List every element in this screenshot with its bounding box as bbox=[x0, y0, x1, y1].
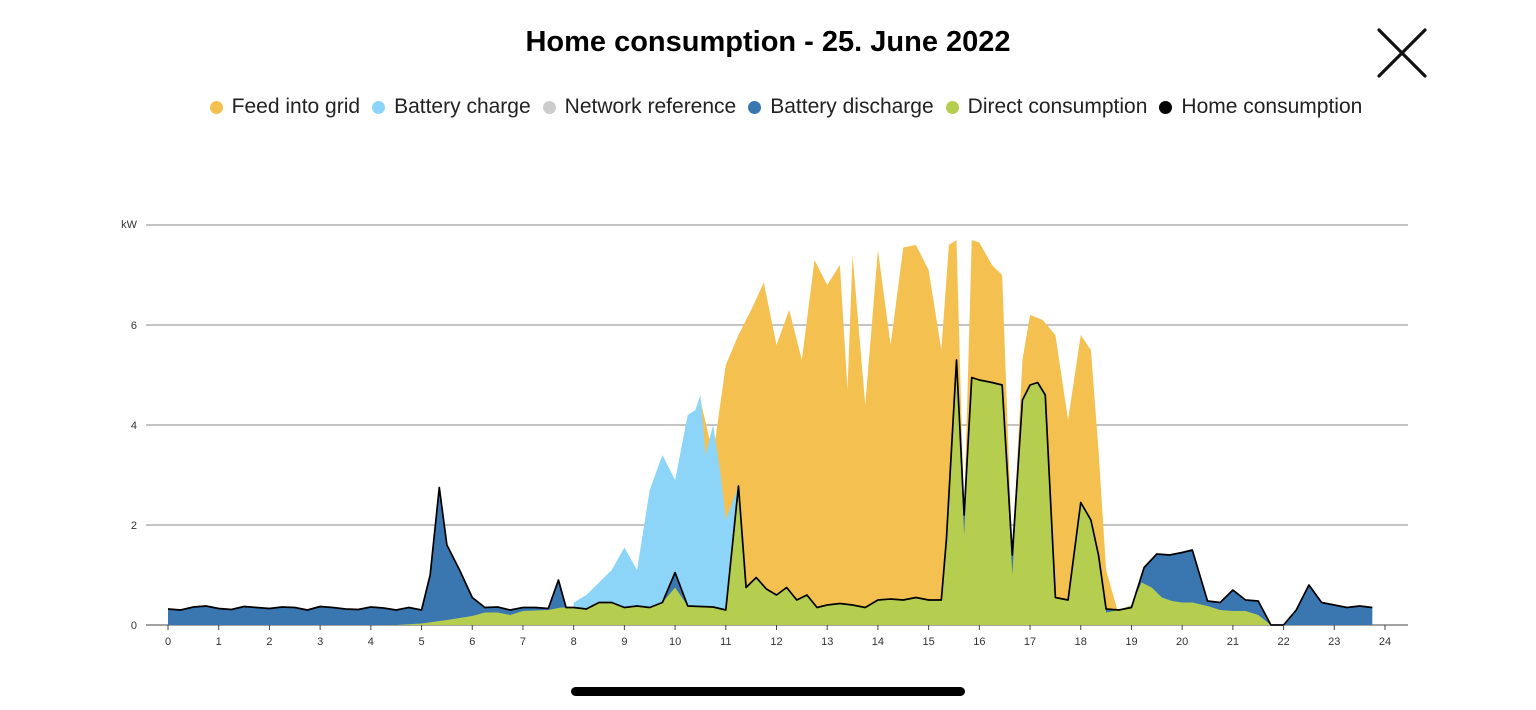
x-tick-label: 17 bbox=[1024, 636, 1036, 648]
legend-label: Battery charge bbox=[394, 95, 531, 118]
legend-item-feed-into-grid[interactable]: Feed into grid bbox=[209, 95, 361, 119]
x-tick-label: 2 bbox=[266, 636, 272, 648]
legend-label: Feed into grid bbox=[231, 95, 361, 118]
x-tick-label: 18 bbox=[1075, 636, 1087, 648]
x-tick-label: 12 bbox=[770, 636, 782, 648]
x-tick-label: 8 bbox=[571, 636, 577, 648]
x-tick-label: 16 bbox=[973, 636, 985, 648]
x-tick-label: 13 bbox=[821, 636, 833, 648]
x-tick-label: 7 bbox=[520, 636, 526, 648]
legend-swatch bbox=[748, 100, 762, 114]
home-indicator bbox=[571, 687, 965, 696]
feed-into-grid-area bbox=[700, 240, 1132, 625]
x-tick-label: 6 bbox=[469, 636, 475, 648]
x-tick-label: 1 bbox=[216, 636, 222, 648]
legend-label: Network reference bbox=[564, 95, 737, 118]
legend-swatch bbox=[1159, 100, 1173, 114]
legend-label: Direct consumption bbox=[967, 95, 1148, 118]
y-axis-label: kW bbox=[121, 219, 138, 231]
x-tick-label: 4 bbox=[368, 636, 374, 648]
y-tick-label: 0 bbox=[131, 620, 137, 632]
x-tick-label: 23 bbox=[1328, 636, 1340, 648]
legend-item-battery-charge[interactable]: Battery charge bbox=[372, 95, 531, 119]
home-consumption-line bbox=[167, 359, 1373, 626]
legend-item-home-consumption[interactable]: Home consumption bbox=[1159, 95, 1362, 119]
legend-swatch bbox=[542, 100, 556, 114]
x-tick-label: 15 bbox=[923, 636, 935, 648]
x-tick-label: 19 bbox=[1125, 636, 1137, 648]
x-tick-label: 10 bbox=[669, 636, 681, 648]
x-tick-label: 22 bbox=[1277, 636, 1289, 648]
x-tick-label: 5 bbox=[418, 636, 424, 648]
y-tick-label: 6 bbox=[131, 320, 137, 332]
chart-legend: Feed into grid Battery charge Network re… bbox=[0, 95, 1536, 119]
legend-swatch bbox=[209, 100, 223, 114]
legend-label: Battery discharge bbox=[770, 95, 934, 118]
close-icon bbox=[1377, 28, 1427, 78]
battery-charge-area bbox=[573, 395, 739, 625]
x-tick-label: 14 bbox=[872, 636, 884, 648]
legend-label: Home consumption bbox=[1181, 95, 1363, 118]
x-tick-label: 9 bbox=[621, 636, 627, 648]
page-title: Home consumption - 25. June 2022 bbox=[525, 26, 1011, 58]
y-tick-label: 4 bbox=[131, 420, 137, 432]
legend-swatch bbox=[372, 100, 386, 114]
x-tick-label: 24 bbox=[1379, 636, 1391, 648]
x-tick-label: 11 bbox=[720, 636, 731, 648]
y-tick-label: 2 bbox=[131, 520, 137, 532]
legend-item-direct-consumption[interactable]: Direct consumption bbox=[945, 95, 1148, 119]
x-tick-label: 0 bbox=[165, 636, 171, 648]
legend-item-network-reference[interactable]: Network reference bbox=[542, 95, 737, 119]
close-button[interactable] bbox=[1376, 27, 1428, 79]
x-tick-label: 21 bbox=[1227, 636, 1239, 648]
legend-item-battery-discharge[interactable]: Battery discharge bbox=[748, 95, 934, 119]
legend-swatch bbox=[945, 100, 959, 114]
x-tick-label: 3 bbox=[317, 636, 323, 648]
x-tick-label: 20 bbox=[1176, 636, 1188, 648]
direct-consumption-area bbox=[168, 360, 1385, 625]
